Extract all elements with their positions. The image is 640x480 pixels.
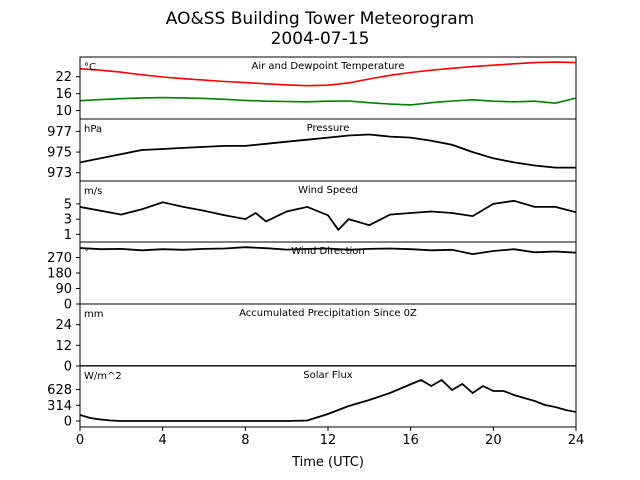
y-tick-label: 0 bbox=[64, 360, 72, 375]
panel-title: Wind Speed bbox=[298, 185, 358, 196]
y-tick-label: 180 bbox=[47, 267, 72, 282]
panel-2: 973 975 977 hPa Pressure bbox=[47, 118, 577, 182]
x-axis-label: Time (UTC) bbox=[291, 455, 364, 470]
panel-units-label: hPa bbox=[84, 124, 102, 135]
x-tick-label: 4 bbox=[159, 433, 167, 448]
x-tick-label: 20 bbox=[485, 433, 502, 448]
x-tick-label: 24 bbox=[568, 433, 585, 448]
panel-5: 0 12 24 mm Accumulated Precipitation Since 0… bbox=[55, 303, 577, 375]
y-tick-label: 5 bbox=[64, 197, 72, 212]
series-line-4-1 bbox=[80, 246, 576, 256]
y-tick-label: 628 bbox=[47, 383, 72, 398]
y-tick-label: 16 bbox=[55, 87, 72, 102]
x-tick-label: 12 bbox=[320, 433, 337, 448]
panel-1: 10 16 22 °C Air and Dewpoint Temperature bbox=[55, 56, 577, 120]
series-line-6-1 bbox=[80, 378, 576, 422]
series-line-1-2 bbox=[80, 96, 576, 106]
series-line-1-1 bbox=[80, 61, 576, 87]
y-tick-label: 0 bbox=[64, 415, 72, 430]
panel-units-label: W/m^2 bbox=[84, 371, 122, 382]
y-tick-label: 1 bbox=[64, 228, 72, 243]
panel-units-label: °C bbox=[84, 62, 96, 73]
panel-3: 135 m/s Wind Speed bbox=[64, 180, 577, 243]
y-tick-label: 90 bbox=[55, 282, 72, 297]
y-tick-label: 12 bbox=[55, 339, 72, 354]
x-tick-label: 16 bbox=[402, 433, 419, 448]
x-tick-label: 8 bbox=[241, 433, 249, 448]
y-tick-label: 975 bbox=[47, 146, 72, 161]
panel-units-label: ° bbox=[84, 247, 89, 258]
series-line-3-1 bbox=[80, 199, 576, 232]
y-tick-label: 22 bbox=[55, 70, 72, 85]
panel-title: Wind Direction bbox=[291, 246, 365, 257]
y-tick-label: 24 bbox=[55, 318, 72, 333]
y-tick-label: 270 bbox=[47, 251, 72, 266]
panel-title: Air and Dewpoint Temperature bbox=[252, 61, 405, 72]
panel-title: Solar Flux bbox=[303, 370, 353, 381]
x-tick-label: 0 bbox=[76, 433, 84, 448]
y-tick-label: 3 bbox=[64, 213, 72, 228]
x-axis: 0 4 8 12 16 20 24 bbox=[76, 427, 584, 448]
panel-units-label: mm bbox=[84, 309, 103, 320]
chart-title-line2: 2004-07-15 bbox=[271, 29, 370, 49]
panel-title: Accumulated Precipitation Since 0Z bbox=[239, 308, 417, 319]
y-tick-label: 973 bbox=[47, 166, 72, 181]
y-tick-label: 977 bbox=[47, 125, 72, 140]
panel-title: Pressure bbox=[307, 123, 350, 134]
y-tick-label: 10 bbox=[55, 104, 72, 119]
chart-title-line1: AO&SS Building Tower Meteorogram bbox=[166, 9, 474, 29]
y-tick-label: 0 bbox=[64, 298, 72, 313]
y-tick-label: 314 bbox=[47, 399, 72, 414]
panel-units-label: m/s bbox=[84, 186, 102, 197]
series-line-2-1 bbox=[80, 133, 576, 169]
